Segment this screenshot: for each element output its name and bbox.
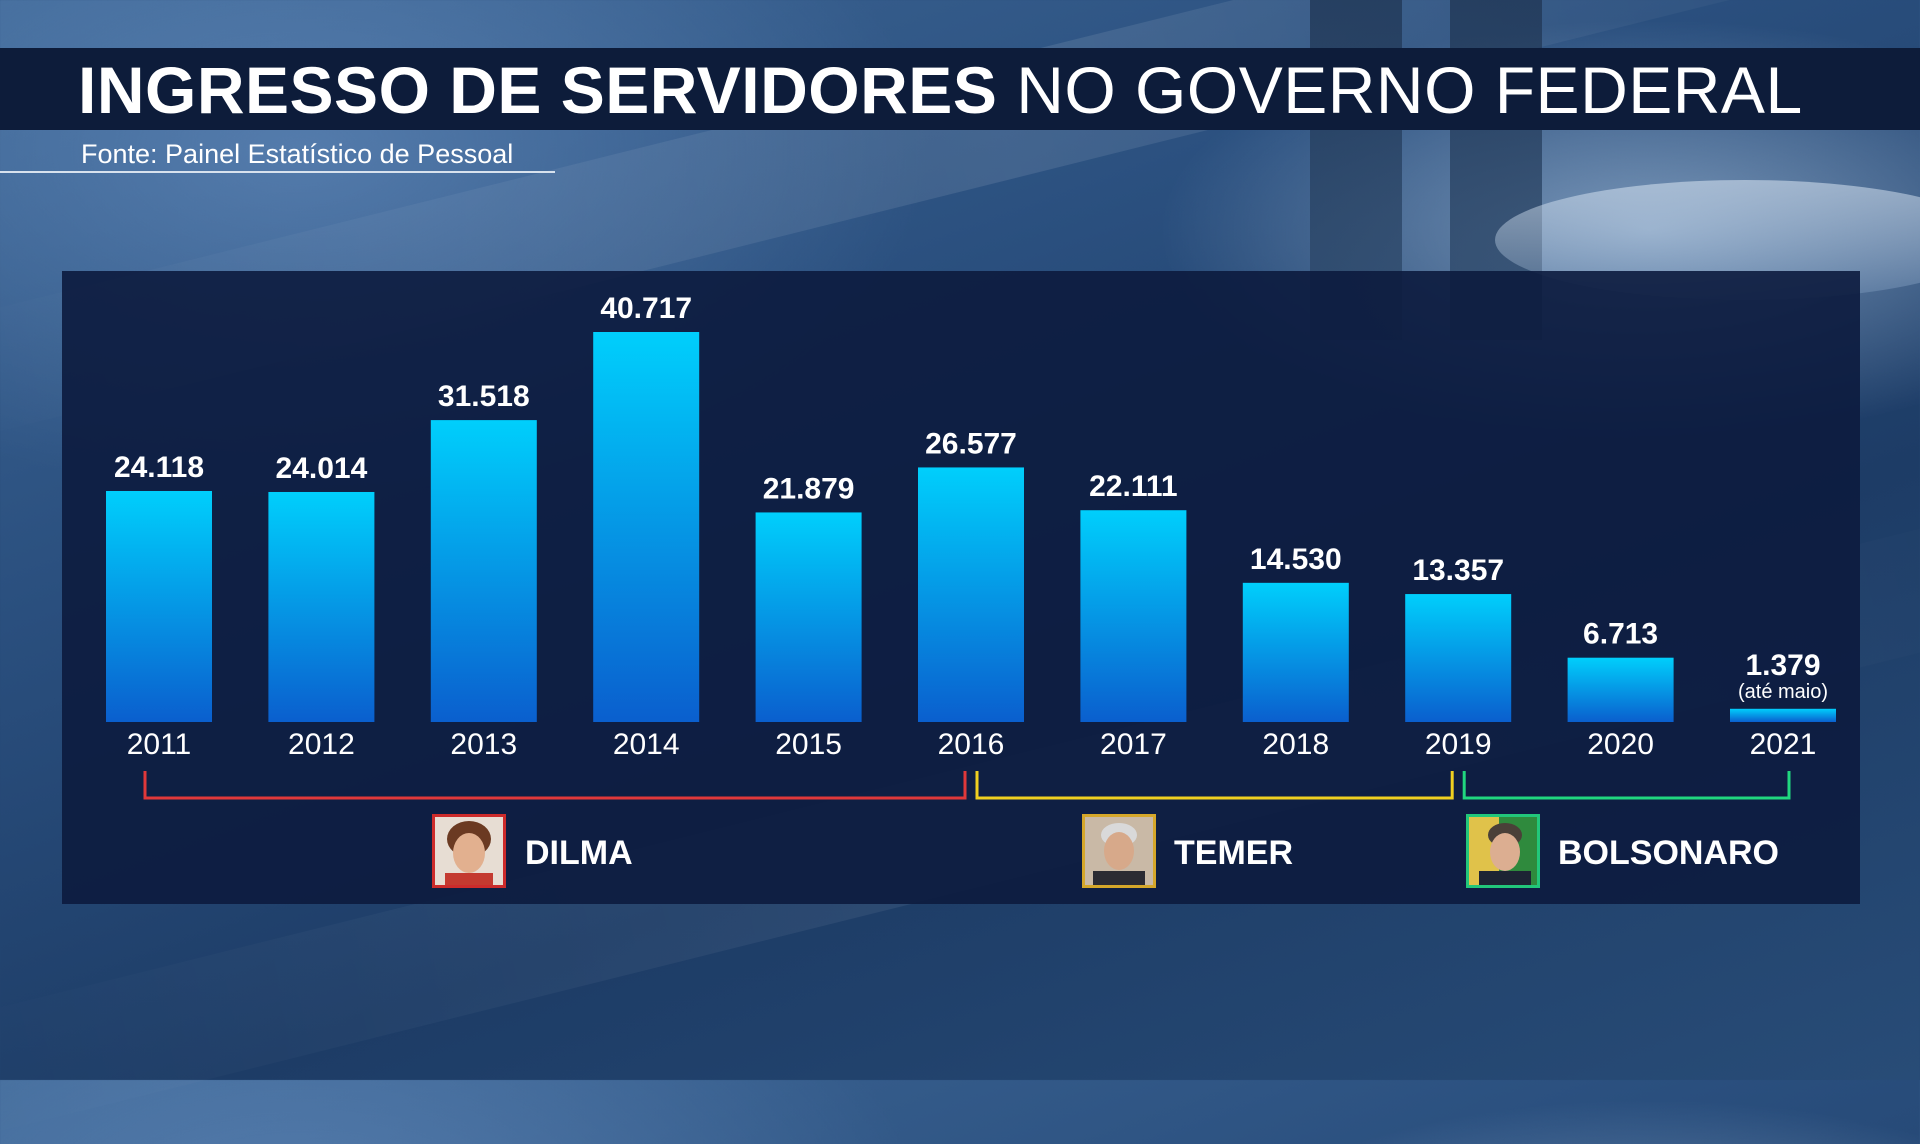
period-name-temer: TEMER: [1174, 834, 1293, 872]
x-tick-label-2020: 2020: [1587, 728, 1654, 761]
x-tick-label-2017: 2017: [1100, 728, 1167, 761]
bar-value-label-2014: 40.717: [600, 292, 692, 325]
bar-value-label-2021: 1.379: [1745, 649, 1820, 682]
bar-value-label-2012: 24.014: [276, 452, 368, 485]
bar-value-label-2018: 14.530: [1250, 543, 1342, 576]
bolsonaro-portrait-image: [1469, 817, 1537, 885]
dilma-portrait: [432, 814, 506, 888]
bar-2013: [430, 420, 537, 722]
x-tick-label-2013: 2013: [450, 728, 517, 761]
bar-value-label-2011: 24.118: [114, 451, 204, 484]
bar-value-label-2020: 6.713: [1583, 618, 1658, 651]
dilma-portrait-image: [435, 817, 503, 885]
period-name-bolsonaro: BOLSONARO: [1558, 834, 1779, 872]
x-tick-label-2014: 2014: [613, 728, 680, 761]
x-tick-label-2011: 2011: [127, 728, 192, 761]
period-name-dilma: DILMA: [525, 834, 633, 872]
bar-2011: [106, 490, 212, 722]
bar-2020: [1567, 657, 1674, 722]
period-bracket-dilma: [143, 771, 967, 800]
x-tick-label-2012: 2012: [288, 728, 355, 761]
source-rule: [0, 171, 555, 173]
bar-note-2021: (até maio): [1738, 681, 1828, 703]
bar-value-label-2016: 26.577: [925, 427, 1017, 460]
bar-2017: [1080, 510, 1187, 722]
temer-portrait-image: [1085, 817, 1153, 885]
temer-portrait: [1082, 814, 1156, 888]
bar-2021: [1730, 708, 1836, 722]
bar-chart: 24.118 2011 24.014 2012 31.518 2013 40.717 2014…: [106, 292, 1836, 800]
period-bracket-temer: [975, 771, 1454, 800]
bar-2019: [1405, 594, 1512, 722]
bar-value-label-2017: 22.111: [1089, 470, 1177, 503]
chart-title: INGRESSO DE SERVIDORES NO GOVERNO FEDERA…: [78, 50, 1803, 130]
bar-2014: [593, 332, 700, 722]
title-bar: [0, 48, 1920, 130]
period-bracket-bolsonaro: [1462, 771, 1791, 800]
title-regular-part: NO GOVERNO FEDERAL: [1016, 53, 1803, 127]
title-bold-part: INGRESSO DE SERVIDORES: [78, 53, 998, 127]
bar-value-label-2015: 21.879: [763, 472, 855, 505]
bar-value-label-2013: 31.518: [438, 380, 530, 413]
bar-value-label-2019: 13.357: [1412, 554, 1504, 587]
x-tick-label-2016: 2016: [938, 728, 1005, 761]
bar-2015: [755, 512, 862, 722]
bolsonaro-portrait: [1466, 814, 1540, 888]
bar-2018: [1242, 582, 1349, 722]
bar-2016: [918, 467, 1024, 722]
x-tick-label-2021: 2021: [1750, 728, 1817, 761]
x-tick-label-2019: 2019: [1425, 728, 1492, 761]
source-text: Fonte: Painel Estatístico de Pessoal: [81, 139, 514, 169]
bar-2012: [268, 491, 375, 722]
x-tick-label-2015: 2015: [775, 728, 842, 761]
x-tick-label-2018: 2018: [1262, 728, 1329, 761]
